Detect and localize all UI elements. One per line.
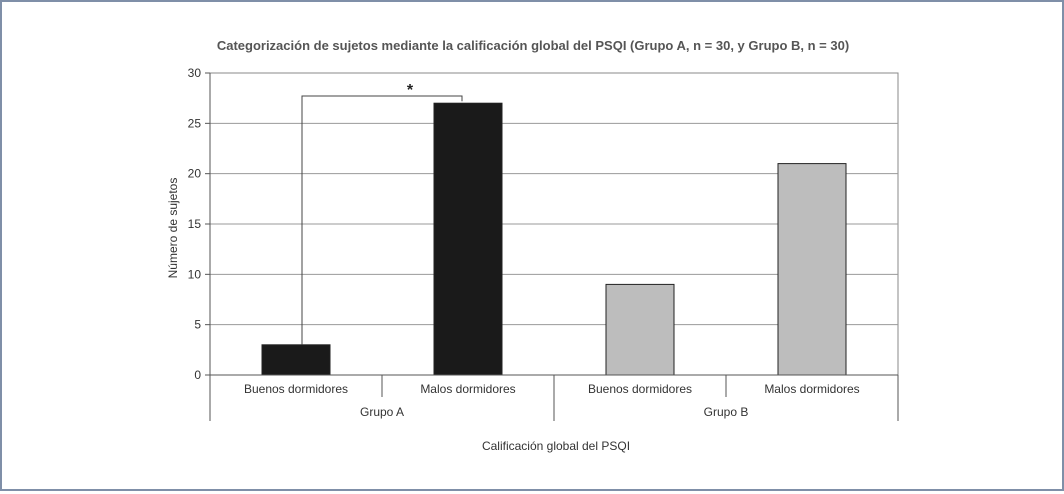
- bar: [605, 283, 675, 376]
- y-tick-label: 15: [188, 217, 202, 231]
- axes: 0 5 10 15 20 25 30 Buenos dormidores Malos dormi…: [188, 66, 899, 421]
- significance-line: [301, 95, 463, 345]
- bar: [433, 102, 503, 376]
- category-label: Buenos dormidores: [588, 382, 692, 396]
- bar: [261, 344, 331, 376]
- group-label: Grupo B: [704, 405, 749, 419]
- y-tick-label: 10: [188, 267, 202, 281]
- y-axis-label: Número de sujetos: [166, 178, 180, 279]
- significance-marker: *: [407, 82, 414, 99]
- x-axis-label: Calificación global del PSQI: [482, 439, 630, 453]
- y-tick-label: 0: [194, 368, 201, 382]
- significance-bracket: *: [301, 82, 463, 345]
- y-tick-label: 25: [188, 116, 202, 130]
- bars: [261, 102, 847, 376]
- bar: [777, 163, 847, 376]
- y-tick-label: 5: [194, 318, 201, 332]
- group-label: Grupo A: [360, 405, 404, 419]
- category-label: Buenos dormidores: [244, 382, 348, 396]
- chart-title: Categorización de sujetos mediante la ca…: [217, 38, 849, 53]
- y-tick-label: 20: [188, 167, 202, 181]
- y-tick-label: 30: [188, 66, 202, 80]
- category-label: Malos dormidores: [764, 382, 859, 396]
- category-label: Malos dormidores: [420, 382, 515, 396]
